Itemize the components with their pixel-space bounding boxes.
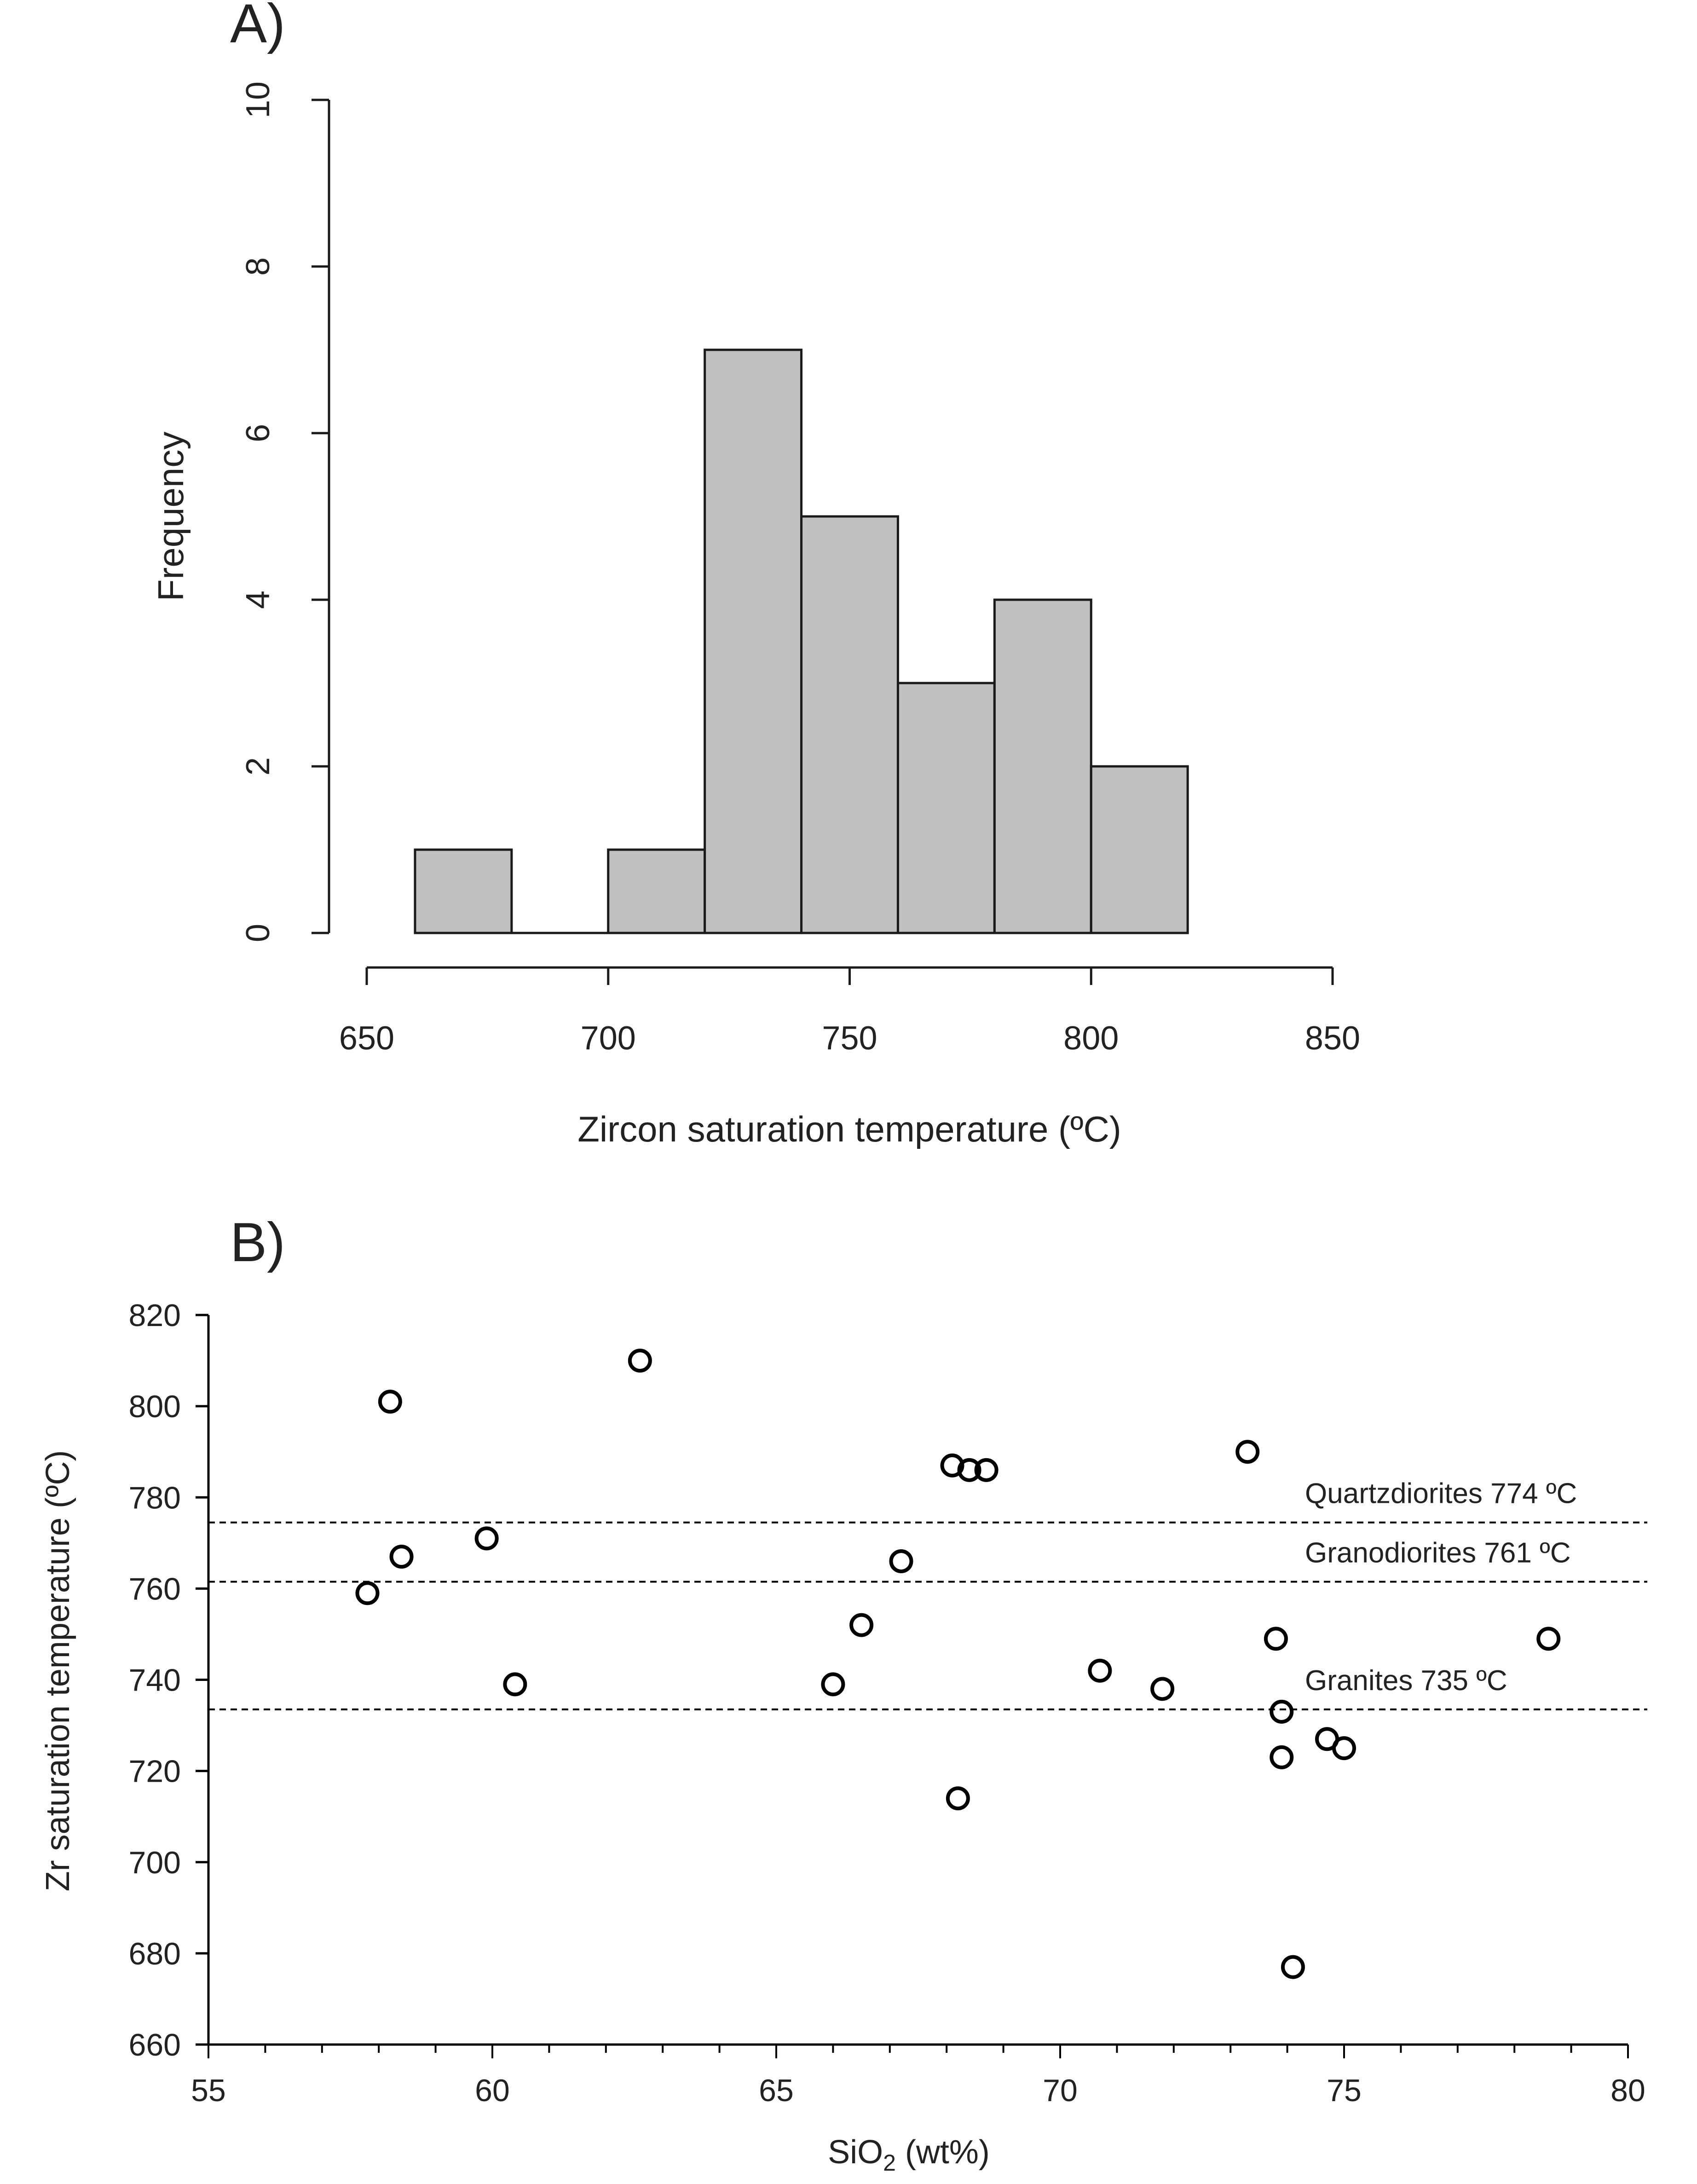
hist-bar (1090, 765, 1189, 934)
scatter-point (474, 1526, 499, 1551)
scatter-x-label-unit: (wt%) (896, 2134, 990, 2171)
hist-panel-label: A) (230, 0, 285, 54)
scatter-point (1150, 1677, 1175, 1701)
scatter-x-tick-label: 55 (191, 2073, 226, 2108)
scatter-point (889, 1549, 913, 1573)
scatter-x-tick-label: 65 (759, 2073, 794, 2108)
scatter-point (1270, 1699, 1294, 1724)
scatter-point (1264, 1627, 1288, 1651)
scatter-point (1536, 1627, 1561, 1651)
hist-bar (800, 515, 899, 934)
scatter-point (503, 1672, 527, 1697)
scatter-y-tick-label: 760 (129, 1571, 181, 1606)
hist-y-tick-label: 10 (240, 81, 277, 118)
scatter-y-ticks: 660 680 700 720 740 760 780 800 820 (129, 1298, 208, 2062)
scatter-point (849, 1613, 874, 1637)
scatter-y-tick-label: 780 (129, 1480, 181, 1515)
scatter-y-tick-label: 660 (129, 2028, 181, 2062)
scatter-point (1270, 1745, 1294, 1769)
scatter-point (1281, 1955, 1305, 1979)
scatter-y-tick-label: 680 (129, 1936, 181, 1971)
scatter-point (1332, 1736, 1356, 1761)
scatter-y-tick-label: 700 (129, 1845, 181, 1880)
hist-bar (896, 682, 996, 934)
scatter-points (355, 1349, 1561, 1979)
histogram-panel: A) 0 2 4 6 8 10 650 700 750 800 850 Zircon satura… (150, 0, 1360, 1149)
reference-line-label: Quartzdiorites 774 ºC (1305, 1478, 1577, 1510)
reference-line-label: Granites 735 ºC (1305, 1665, 1507, 1697)
scatter-point (940, 1453, 964, 1477)
hist-x-axis-label: Zircon saturation temperature (ºC) (577, 1109, 1121, 1149)
scatter-point (974, 1458, 999, 1482)
scatter-point (628, 1349, 652, 1373)
hist-y-tick-label: 8 (240, 257, 277, 276)
scatter-point (355, 1581, 380, 1605)
hist-x-tick-label: 700 (581, 1020, 636, 1057)
hist-x-tick-label: 800 (1063, 1020, 1119, 1057)
hist-x-tick-label: 650 (339, 1020, 394, 1057)
hist-bar (607, 848, 706, 934)
scatter-x-tick-label: 60 (475, 2073, 510, 2108)
hist-x-ticks: 650 700 750 800 850 (339, 967, 1360, 1057)
scatter-y-tick-label: 720 (129, 1754, 181, 1789)
hist-bar (993, 598, 1092, 934)
hist-bar (704, 348, 803, 934)
scatter-x-axis-label: SiO2 (wt%) (828, 2134, 990, 2176)
scatter-x-tick-label: 75 (1327, 2073, 1362, 2108)
scatter-point (1235, 1440, 1260, 1464)
hist-y-tick-label: 4 (240, 591, 277, 609)
hist-y-tick-label: 2 (240, 757, 277, 776)
hist-y-tick-label: 6 (240, 424, 277, 442)
scatter-panel-label: B) (230, 1211, 285, 1273)
scatter-panel: B) Quartzdiorites 774 ºC Granodiorites 76… (40, 1211, 1647, 2176)
scatter-point (1088, 1658, 1112, 1683)
scatter-x-ticks: 55 60 65 70 75 80 (191, 2045, 1645, 2108)
scatter-y-tick-label: 800 (129, 1389, 181, 1424)
hist-y-tick-label: 0 (240, 924, 277, 942)
scatter-point (378, 1390, 402, 1414)
scatter-point (389, 1545, 414, 1569)
scatter-y-axis-label: Zr saturation temperature (ºC) (40, 1450, 76, 1892)
scatter-x-label-sub: 2 (883, 2150, 896, 2176)
hist-bars (414, 348, 1189, 934)
scatter-x-tick-label: 80 (1610, 2073, 1645, 2108)
reference-line-label: Granodiorites 761 ºC (1305, 1537, 1571, 1569)
scatter-x-label-main: SiO (828, 2134, 883, 2171)
hist-y-axis-label: Frequency (150, 432, 191, 602)
hist-y-ticks: 0 2 4 6 8 10 (240, 81, 329, 942)
scatter-y-tick-label: 820 (129, 1298, 181, 1333)
scatter-point (946, 1786, 970, 1811)
scatter-point (957, 1458, 981, 1482)
scatter-x-tick-label: 70 (1043, 2073, 1078, 2108)
hist-x-tick-label: 750 (822, 1020, 877, 1057)
hist-bar (414, 848, 513, 934)
scatter-y-tick-label: 740 (129, 1663, 181, 1698)
hist-x-tick-label: 850 (1305, 1020, 1360, 1057)
scatter-point (821, 1672, 845, 1697)
scatter-reference-lines: Quartzdiorites 774 ºC Granodiorites 761 º… (208, 1478, 1647, 1710)
